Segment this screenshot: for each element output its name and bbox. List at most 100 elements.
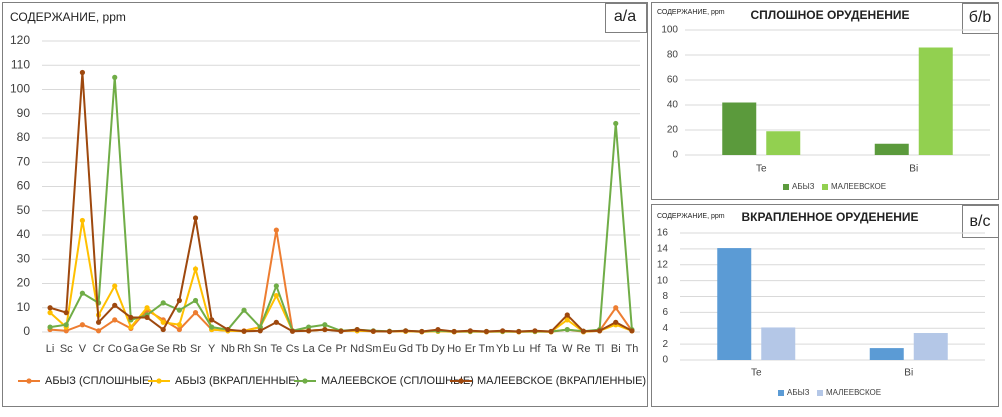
- legend-label: АБЫЗ: [792, 182, 815, 191]
- bar: [761, 327, 796, 360]
- point: [370, 328, 376, 334]
- bar: [918, 47, 953, 155]
- point: [176, 322, 182, 328]
- legend-label: АБЫЗ (ВКРАПЛЕННЫЕ): [175, 375, 299, 387]
- point: [209, 324, 215, 330]
- panel-label-box: [962, 3, 999, 34]
- point: [192, 215, 199, 221]
- y-axis-label: СОДЕРЖАНИЕ, ppm: [657, 9, 725, 16]
- y-tick-label: 100: [10, 82, 30, 96]
- point: [176, 307, 182, 313]
- point: [128, 324, 134, 330]
- panel-label-box: [605, 3, 647, 33]
- panel-label: а/а: [614, 8, 636, 25]
- x-tick-label: Ho: [447, 343, 461, 355]
- point: [273, 227, 279, 233]
- point: [564, 317, 570, 323]
- point: [112, 74, 118, 80]
- legend-label: АБЫЗ: [787, 388, 810, 397]
- x-tick-label: Y: [208, 343, 216, 355]
- point: [564, 312, 570, 318]
- y-tick-label: 16: [657, 228, 669, 239]
- bar: [913, 333, 948, 360]
- legend-marker: [302, 378, 308, 384]
- legend-swatch: [822, 184, 828, 190]
- x-tick-label: Re: [576, 343, 590, 355]
- x-tick-label: Er: [465, 343, 476, 355]
- y-tick-label: 10: [17, 300, 31, 314]
- point: [160, 319, 166, 325]
- point: [451, 328, 457, 335]
- y-tick-label: 0: [662, 355, 668, 366]
- point: [63, 322, 69, 328]
- point: [192, 266, 199, 272]
- x-tick-label: Ge: [140, 343, 155, 355]
- point: [47, 324, 53, 330]
- y-tick-label: 30: [17, 251, 31, 265]
- bar: [874, 143, 909, 155]
- point: [112, 283, 118, 289]
- y-tick-label: 8: [662, 291, 668, 302]
- point: [273, 319, 279, 325]
- y-tick-label: 2: [662, 339, 668, 350]
- panel-label-box: [962, 205, 999, 238]
- point: [322, 322, 328, 328]
- y-tick-label: 20: [667, 125, 679, 136]
- point: [144, 314, 150, 321]
- panel-frame: [2, 2, 648, 407]
- point: [306, 324, 312, 330]
- y-tick-label: 80: [17, 130, 31, 144]
- x-tick-label: Sn: [253, 343, 266, 355]
- y-tick-label: 10: [657, 275, 669, 286]
- x-tick-label: Co: [108, 343, 122, 355]
- x-tick-label: Nd: [350, 343, 364, 355]
- x-tick-label: Te: [756, 164, 767, 175]
- point: [435, 326, 441, 333]
- x-tick-label: Ga: [124, 343, 140, 355]
- x-tick-label: Li: [46, 343, 55, 355]
- x-tick-label: Sr: [190, 343, 201, 355]
- point: [613, 319, 619, 325]
- y-tick-label: 0: [672, 150, 678, 161]
- point: [128, 314, 134, 321]
- point: [580, 328, 587, 334]
- x-tick-label: Nb: [221, 343, 235, 355]
- point: [47, 305, 53, 311]
- panel-label: в/с: [970, 213, 991, 230]
- y-tick-label: 90: [17, 106, 31, 120]
- point: [500, 328, 506, 334]
- x-tick-label: Th: [625, 343, 638, 355]
- x-tick-label: V: [79, 343, 87, 355]
- x-tick-label: W: [562, 343, 573, 355]
- x-tick-label: Bi: [611, 343, 621, 355]
- point: [79, 290, 86, 296]
- legend-swatch: [783, 184, 789, 190]
- point: [112, 317, 118, 323]
- bar: [717, 248, 752, 360]
- x-tick-label: Te: [751, 368, 762, 379]
- point: [79, 69, 86, 76]
- y-tick-label: 0: [23, 324, 30, 338]
- legend-label: МАЛЕЕВСКОЕ (ВКРАПЛЕННЫЕ): [477, 375, 646, 387]
- point: [548, 328, 554, 335]
- legend-marker: [458, 378, 464, 384]
- y-tick-label: 4: [662, 323, 668, 334]
- y-tick-label: 70: [17, 154, 31, 168]
- point: [289, 328, 296, 334]
- point: [322, 326, 328, 333]
- point: [241, 328, 247, 334]
- x-tick-label: Bi: [909, 164, 918, 175]
- point: [63, 328, 69, 334]
- legend-label: МАЛЕЕВСКОЕ (СПЛОШНЫЕ): [321, 375, 474, 387]
- legend-marker: [156, 378, 162, 384]
- x-tick-label: Dy: [431, 343, 445, 355]
- point: [63, 310, 69, 316]
- x-tick-label: Yb: [496, 343, 509, 355]
- point: [47, 310, 53, 316]
- point: [176, 297, 182, 304]
- point: [596, 328, 603, 334]
- point: [79, 217, 86, 224]
- point: [95, 328, 102, 334]
